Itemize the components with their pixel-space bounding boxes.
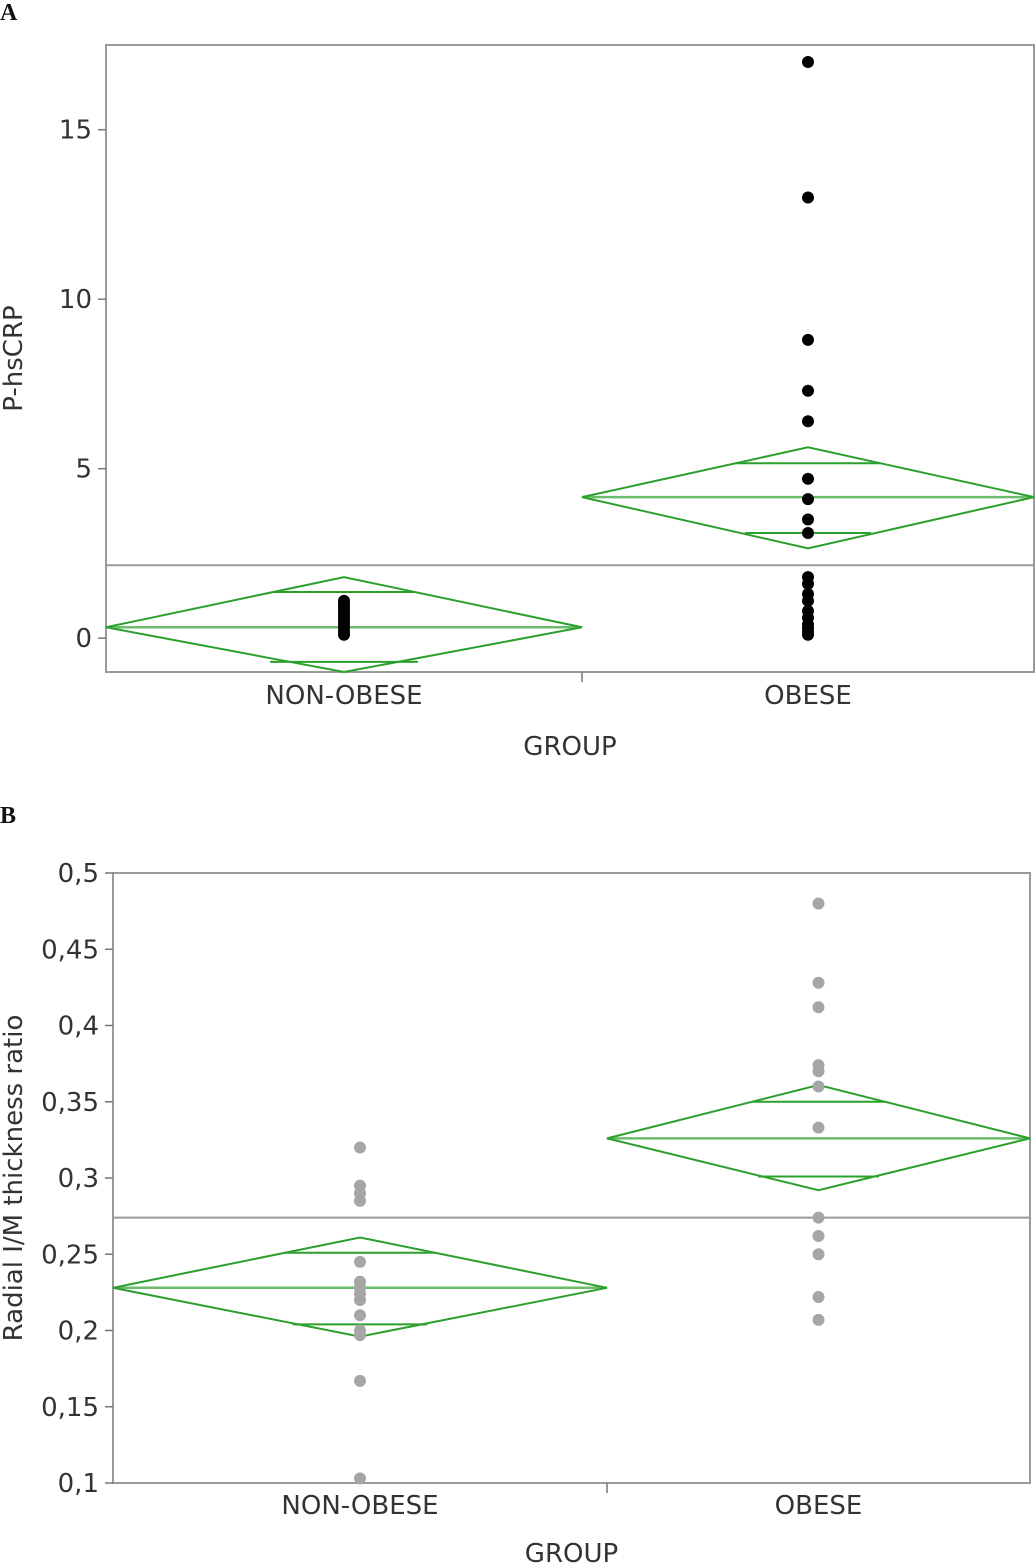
y-tick-label: 10 [59,285,92,315]
data-point [802,628,814,641]
data-point [354,1255,366,1268]
data-point [812,1001,825,1014]
data-point [802,577,814,590]
y-tick-label: 0,25 [41,1240,99,1270]
data-point [812,1065,825,1078]
data-point [812,1313,825,1326]
y-tick-label: 15 [59,116,92,146]
data-point [812,1248,825,1261]
data-point [802,415,814,428]
data-point [812,897,825,910]
x-tick-label: NON-OBESE [281,1491,438,1521]
data-point [812,1211,825,1224]
data-point [802,472,814,485]
y-tick-label: 0,5 [58,859,99,889]
data-point [802,384,814,397]
data-point [802,191,814,204]
plot-frame [105,44,1035,673]
data-point [338,628,350,641]
data-point [354,1309,366,1322]
y-tick-label: 0,15 [41,1393,99,1423]
data-point [812,976,825,989]
data-point [812,1080,825,1093]
x-tick-label: OBESE [764,681,852,711]
x-axis-title: GROUP [523,732,616,762]
panel-label-a: A [0,0,18,26]
data-point [802,55,814,68]
y-tick-label: 0 [75,624,92,654]
y-tick-label: 0,3 [58,1164,99,1194]
data-point [802,594,814,607]
x-axis-title: GROUP [525,1539,618,1566]
y-tick-label: 5 [75,455,92,485]
data-point [354,1374,366,1387]
data-point [812,1290,825,1303]
data-point [802,513,814,526]
data-point [802,333,814,346]
panel-label-b: B [0,803,17,829]
y-tick-label: 0,35 [41,1088,99,1118]
data-point [354,1294,366,1306]
data-point [354,1472,366,1485]
x-tick-label: NON-OBESE [265,681,422,711]
y-tick-label: 0,45 [41,935,99,965]
data-point [802,527,814,540]
data-point [354,1194,366,1207]
data-point [802,493,814,506]
x-tick-label: OBESE [775,1491,863,1521]
y-tick-label: 0,4 [58,1012,99,1042]
y-axis-title: Radial I/M thickness ratio [0,1015,29,1342]
data-point [354,1141,366,1154]
y-axis-title: P-hsCRP [0,305,29,411]
data-point [354,1329,366,1342]
y-tick-label: 0,2 [58,1317,99,1347]
data-point [812,1229,825,1242]
plot-frame [112,872,1031,1484]
y-tick-label: 0,1 [58,1469,99,1499]
data-point [812,1121,825,1134]
